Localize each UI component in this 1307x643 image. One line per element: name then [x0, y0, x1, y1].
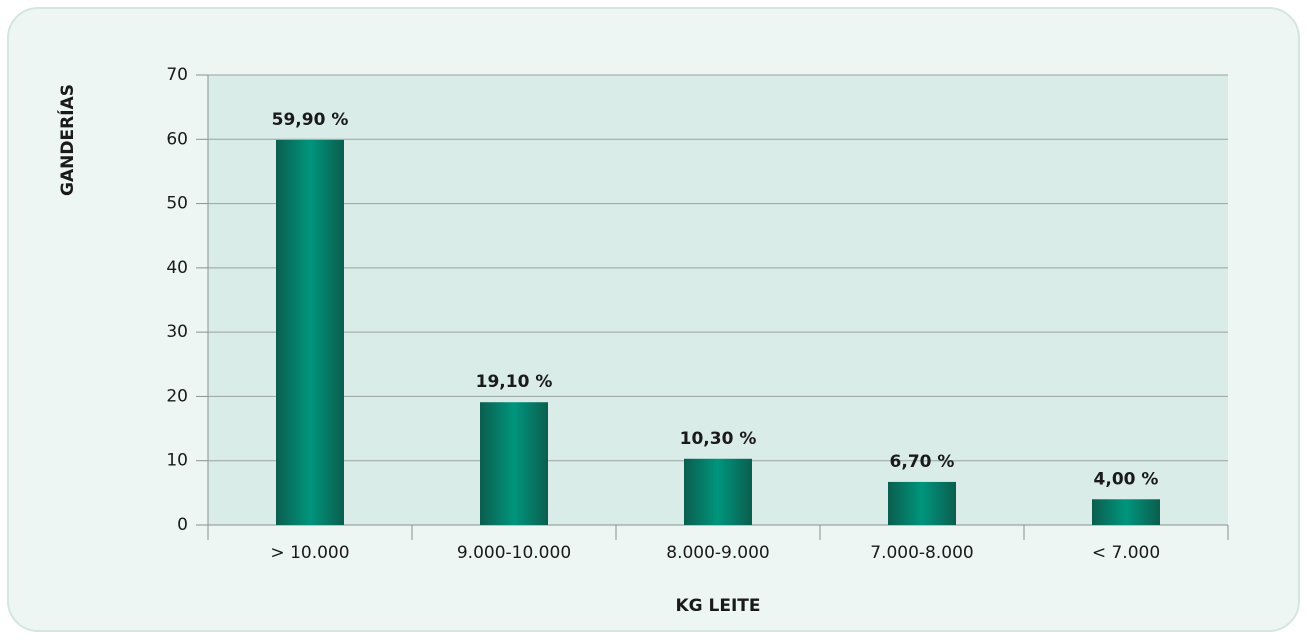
x-tick-label: > 10.000: [270, 543, 349, 563]
x-tick-label: 9.000-10.000: [457, 543, 571, 563]
bar: [888, 481, 956, 525]
y-tick-label: 60: [166, 129, 188, 149]
y-tick-label: 50: [166, 194, 188, 214]
data-label: 59,90 %: [272, 110, 349, 130]
y-tick-label: 10: [166, 451, 188, 471]
data-label: 6,70 %: [890, 452, 955, 472]
y-tick-label: 30: [166, 322, 188, 342]
y-tick-label: 0: [177, 515, 188, 535]
y-axis-label: GANDERÍAS: [56, 84, 78, 196]
x-tick-label: 7.000-8.000: [870, 543, 973, 563]
data-label: 10,30 %: [680, 429, 757, 449]
plot-area: [208, 75, 1228, 525]
data-label: 19,10 %: [476, 372, 553, 392]
x-axis-label: KG LEITE: [675, 596, 760, 616]
y-tick-label: 40: [166, 258, 188, 278]
y-tick-label: 70: [166, 65, 188, 85]
y-tick-label: 20: [166, 386, 188, 406]
bar: [684, 458, 752, 525]
bar: [480, 402, 548, 525]
x-tick-label: 8.000-9.000: [666, 543, 769, 563]
x-tick-label: < 7.000: [1092, 543, 1160, 563]
data-label: 4,00 %: [1094, 469, 1159, 489]
bar: [1092, 499, 1160, 525]
bar: [276, 139, 344, 525]
